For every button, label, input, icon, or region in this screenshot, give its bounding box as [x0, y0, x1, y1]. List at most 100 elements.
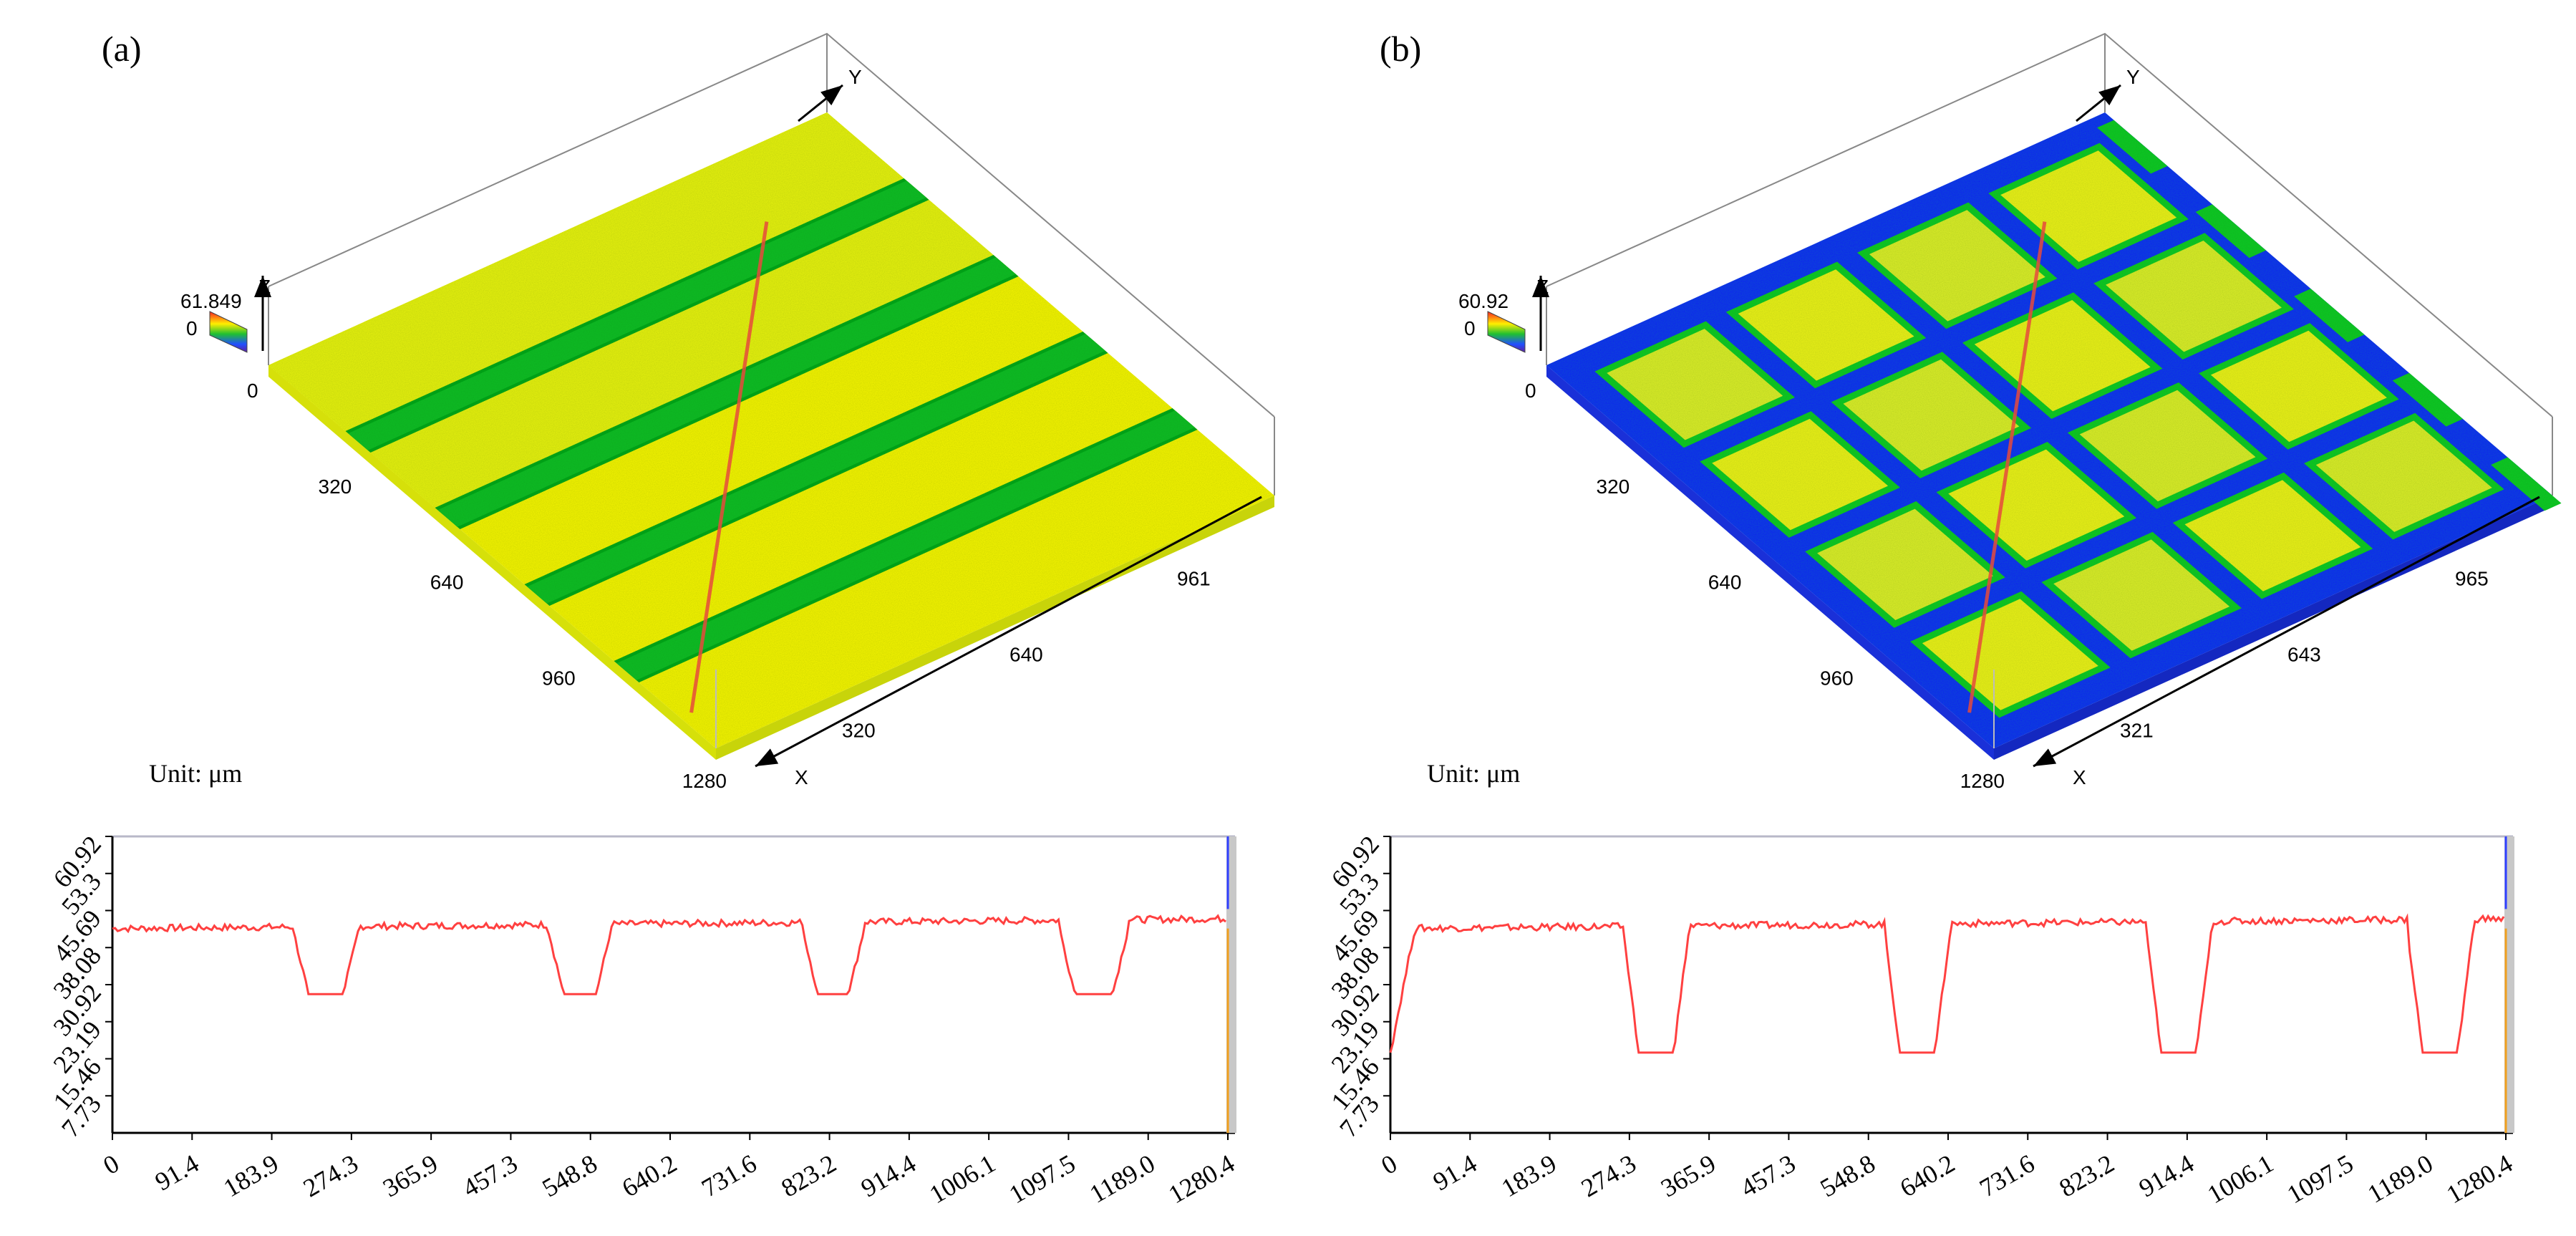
surface-side-right: [716, 496, 1274, 760]
square-pad: [2053, 539, 2230, 651]
left-axis-tick: 320: [1597, 475, 1630, 498]
x-axis: [2033, 496, 2540, 768]
right-axis-tick: 965: [2455, 568, 2489, 590]
right-axis-tick: 320: [842, 719, 876, 741]
square-pad: [1712, 418, 1889, 531]
square-pad: [1922, 599, 2098, 710]
x-tick-label: 548.8: [538, 1149, 602, 1202]
z-axis: [254, 276, 271, 351]
square-pad: [2000, 150, 2177, 262]
unit-label: Unit: μm: [1427, 759, 1520, 788]
x-tick-label: 1189.0: [2363, 1149, 2438, 1208]
x-tick-label: 1280.4: [2441, 1149, 2517, 1209]
arrow-head: [820, 85, 843, 106]
right-axis-tick: 640: [1009, 644, 1043, 666]
x-tick-label: 914.4: [2134, 1149, 2199, 1202]
surface-top: [268, 112, 1274, 748]
corner-zero-label: 0: [247, 380, 258, 402]
arrow-head: [254, 276, 271, 297]
x-tick-label: 1006.1: [924, 1149, 1000, 1209]
surface-side-right: [1994, 496, 2552, 760]
right-axis-tick: 961: [1177, 568, 1211, 590]
x-tick-label: 183.9: [1496, 1149, 1561, 1202]
z-axis: [1532, 276, 1549, 351]
surface-top: [1546, 112, 2562, 748]
right-axis-tick: 321: [2120, 719, 2154, 741]
arrow-head: [2033, 748, 2057, 766]
profile-trace: [112, 914, 1226, 995]
x-axis-label: X: [2073, 766, 2086, 788]
surface-side-front: [1546, 365, 1994, 760]
arrow-shaft: [2033, 496, 2540, 768]
scale-max-label: 61.849: [180, 290, 242, 312]
surface-3d: Z X Y 61.849 0 0 320 640 960 1280 961 640 320: [180, 32, 1275, 792]
x-tick-label: 365.9: [378, 1149, 442, 1202]
y-axis: [798, 84, 843, 122]
x-tick-label: 914.4: [856, 1149, 921, 1202]
x-tick-label: 91.4: [150, 1149, 204, 1196]
square-pad: [1738, 269, 1914, 381]
profile-line: [689, 221, 769, 713]
square-pad: [1974, 300, 2151, 412]
arrow-head: [1532, 276, 1549, 297]
y-axis-label: Y: [848, 66, 862, 88]
x-tick-label: 1006.1: [2202, 1149, 2278, 1209]
color-scale: [209, 311, 248, 353]
x-tick-label: 457.3: [1735, 1149, 1800, 1202]
y-axis-label: Y: [2126, 66, 2140, 88]
scale-min-label: 0: [1464, 317, 1476, 339]
x-tick-label: 640.2: [1895, 1149, 1960, 1202]
square-pad: [1817, 508, 1993, 620]
panel-a: (a) Z X Y 61.849 0 0 320 640 960 1280 961 640 320 Unit…: [47, 29, 1275, 1209]
groove-stripe: [527, 334, 1105, 604]
panel-b: (b) Z X Y 60.92 0 0 320 640 960 1280 965 643 321 Unit:…: [1325, 29, 2562, 1209]
x-tick-label: 1189.0: [1085, 1149, 1160, 1208]
z-axis-label: Z: [258, 276, 271, 298]
x-tick-label: 457.3: [457, 1149, 522, 1202]
arrow-head: [755, 748, 779, 766]
square-pad: [1607, 329, 1783, 440]
square-pad: [2079, 390, 2256, 502]
edge-patch: [2392, 372, 2463, 427]
x-tick-label: 0: [98, 1149, 124, 1180]
square-pad: [2184, 480, 2361, 592]
groove-stripe: [616, 410, 1195, 680]
profile-line: [1967, 221, 2047, 713]
right-axis-tick: 643: [2287, 644, 2321, 666]
x-tick-label: 823.2: [776, 1149, 841, 1202]
profile-trace: [1389, 913, 2505, 1054]
x-tick-label: 548.8: [1816, 1149, 1880, 1202]
chart-plot-area: [1390, 836, 2513, 1133]
surface-base: [1546, 112, 2552, 748]
edge-patch: [2097, 120, 2168, 174]
x-tick-label: 731.6: [1975, 1149, 2039, 1202]
x-tick-label: 274.3: [1577, 1149, 1641, 1202]
x-tick-label: 640.2: [617, 1149, 682, 1202]
x-axis: [755, 496, 1262, 768]
groove-stripe: [437, 257, 1016, 527]
left-axis-tick: 640: [430, 571, 464, 594]
x-tick-label: 91.4: [1428, 1149, 1482, 1196]
x-tick-label: 365.9: [1656, 1149, 1720, 1202]
left-axis-tick: 320: [319, 475, 352, 498]
square-pad: [1948, 449, 2125, 561]
arrow-shaft: [755, 496, 1262, 768]
panel-label: (b): [1380, 29, 1421, 69]
groove-stripe: [348, 180, 926, 450]
x-end-label: 1280: [682, 770, 727, 792]
x-tick-label: 1097.5: [2282, 1149, 2358, 1209]
corner-zero-label: 0: [1525, 380, 1536, 402]
unit-label: Unit: μm: [149, 759, 242, 788]
edge-patch: [2195, 204, 2266, 259]
x-axis-label: X: [795, 766, 808, 788]
color-scale: [1487, 311, 1526, 353]
surface-side-front: [268, 365, 716, 760]
left-axis-tick: 960: [1820, 667, 1854, 689]
x-tick-label: 1097.5: [1004, 1149, 1080, 1209]
x-tick-label: 183.9: [218, 1149, 283, 1202]
x-tick-label: 731.6: [697, 1149, 761, 1202]
edge-patch: [2294, 289, 2365, 342]
